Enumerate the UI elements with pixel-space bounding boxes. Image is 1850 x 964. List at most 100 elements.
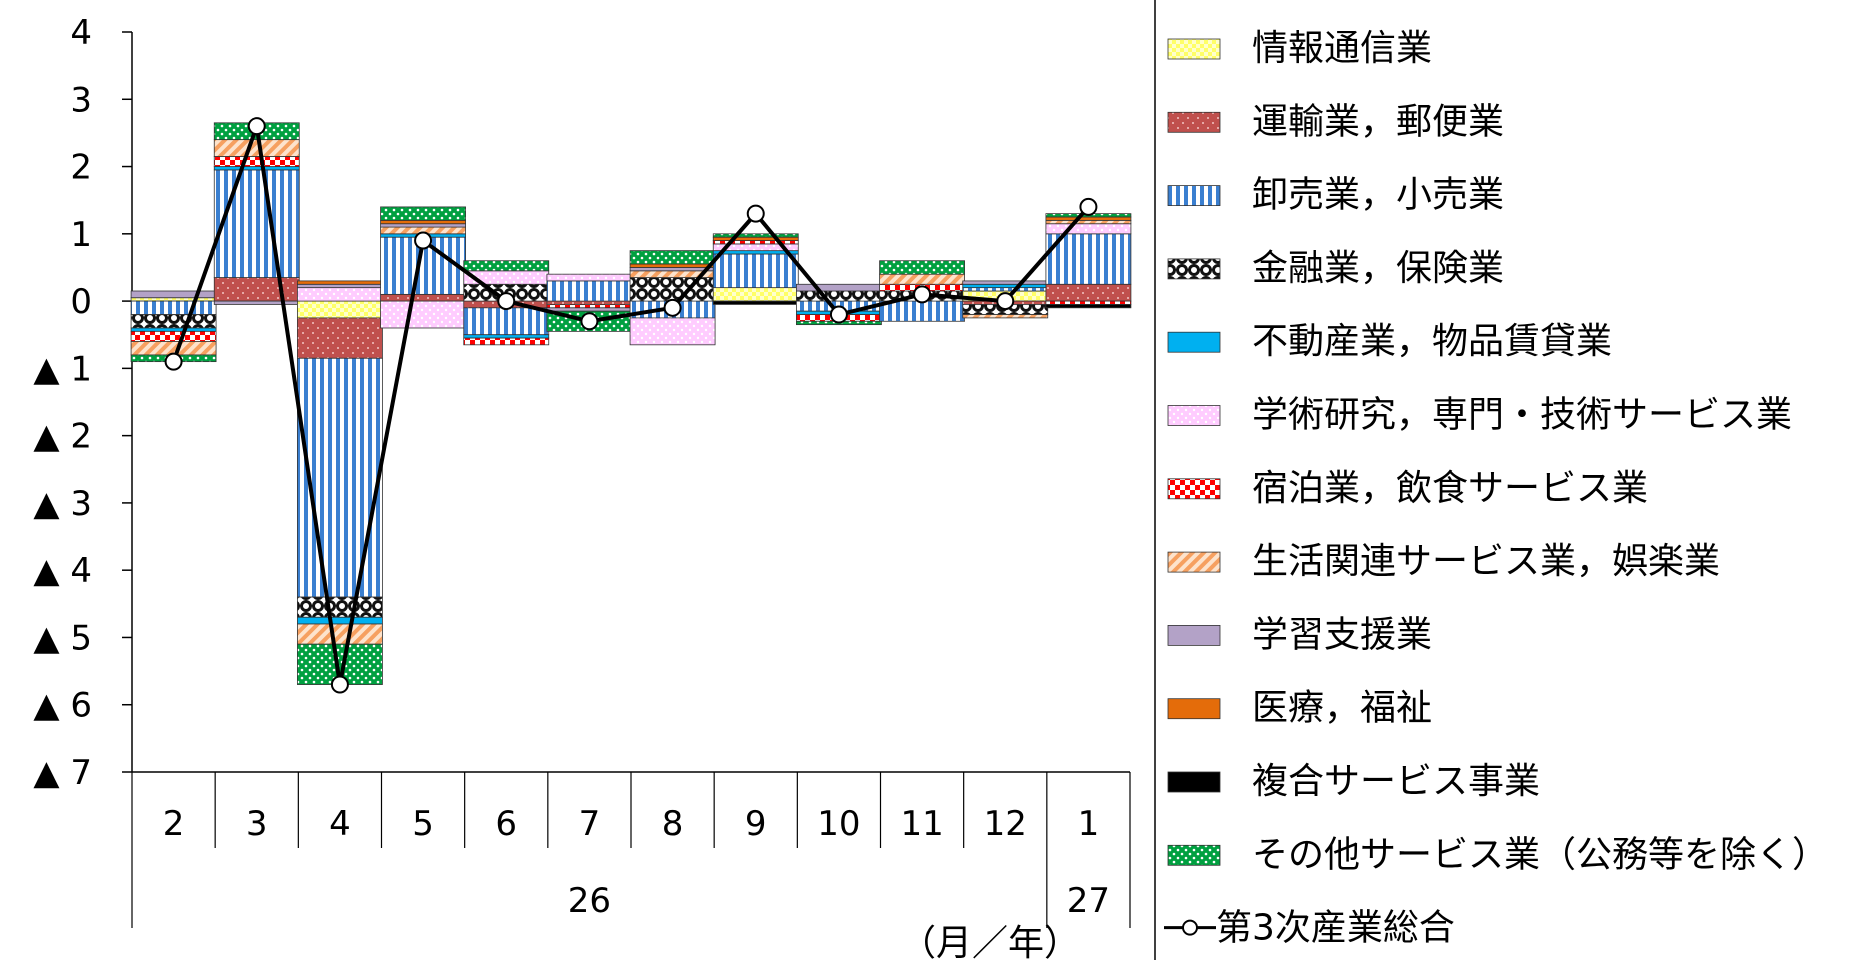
legend-swatch xyxy=(1167,185,1221,207)
line-point xyxy=(247,117,266,136)
bar-segment xyxy=(213,300,300,305)
line-series-path xyxy=(171,125,1090,685)
bar-segment xyxy=(546,304,633,309)
bar-segment xyxy=(962,280,1049,285)
line-point xyxy=(497,292,516,311)
line-point xyxy=(829,305,848,324)
x-tick-label: 1 xyxy=(1078,804,1100,844)
legend-swatch xyxy=(1167,38,1221,60)
legend-label: 複合サービス事業 xyxy=(1252,761,1540,802)
bar-segment xyxy=(629,263,716,268)
x-tick-label: 7 xyxy=(579,804,601,844)
y-tick-label: 0 xyxy=(70,282,92,322)
bar-segment xyxy=(463,337,550,346)
bar-segment xyxy=(297,357,383,598)
line-point xyxy=(1079,197,1098,216)
legend-swatch xyxy=(1167,551,1221,573)
legend-label: 第3次産業総合 xyxy=(1216,908,1455,949)
line-point xyxy=(580,312,599,331)
axes-layer: 4 3 2 1 0 ▲ 1 ▲ 2 ▲ 3 ▲ 4 ▲ 5 ▲ 6 ▲ 7 xyxy=(33,13,1130,793)
bar-segment xyxy=(962,283,1049,289)
legend-swatch xyxy=(1167,331,1221,353)
bar-segment xyxy=(297,317,383,359)
legend-label: 学習支援業 xyxy=(1252,614,1432,655)
bar-segment xyxy=(213,139,300,157)
bar-segment xyxy=(130,327,217,332)
bar-segment xyxy=(380,300,466,329)
x-tick-label: 9 xyxy=(745,804,767,844)
x-tick-label: 5 xyxy=(412,804,434,844)
bar-segment xyxy=(297,616,383,625)
bar-segment xyxy=(796,283,882,292)
y-tick-label: 4 xyxy=(70,13,92,53)
x-tick-label: 8 xyxy=(662,804,684,844)
bar-segment xyxy=(629,250,716,265)
legend-label: 生活関連サービス業，娯楽業 xyxy=(1252,541,1720,582)
legend-label: 情報通信業 xyxy=(1252,28,1432,69)
x-group-label: 27 xyxy=(1067,881,1110,921)
bar-segment xyxy=(463,260,550,272)
legend-swatch xyxy=(1167,478,1221,500)
y-tick-label: ▲ 7 xyxy=(33,753,92,793)
line-point xyxy=(746,204,765,223)
x-tick-label: 3 xyxy=(246,804,268,844)
bar-segment xyxy=(130,330,217,342)
bar-segment xyxy=(629,277,716,302)
bar-segment xyxy=(213,169,300,278)
x-tick-label: 12 xyxy=(984,804,1027,844)
bar-segment xyxy=(879,260,965,275)
bar-segment xyxy=(629,267,716,272)
bar-segment xyxy=(962,287,1049,292)
bar-segment xyxy=(213,166,300,171)
legend-swatch xyxy=(1167,771,1221,793)
y-tick-label: ▲ 5 xyxy=(33,618,92,658)
legend: 情報通信業運輸業，郵便業卸売業，小売業金融業，保険業不動産業，物品賃貸業学術研究… xyxy=(1154,0,1828,960)
line-point xyxy=(414,231,433,250)
bar-segment xyxy=(546,307,633,312)
y-tick-label: 2 xyxy=(70,148,92,188)
bar-segment xyxy=(130,314,217,329)
bar-segment xyxy=(463,334,550,339)
bar-segment xyxy=(712,240,799,245)
legend-line-marker xyxy=(1182,919,1198,936)
y-tick-label: 1 xyxy=(70,215,92,255)
line-point xyxy=(663,298,682,317)
x-axis-title: （月／年） xyxy=(900,923,1080,960)
line-layer xyxy=(164,117,1098,694)
bar-segment xyxy=(213,277,300,302)
x-tick-label: 6 xyxy=(495,804,517,844)
y-tick-label: ▲ 1 xyxy=(33,349,92,389)
x-tick-label: 11 xyxy=(900,804,943,844)
legend-label: 金融業，保険業 xyxy=(1252,248,1504,289)
legend-swatch xyxy=(1167,844,1221,866)
legend-label: 卸売業，小売業 xyxy=(1252,175,1504,216)
bar-segment xyxy=(712,236,799,241)
bar-segment xyxy=(380,223,466,228)
bar-segment xyxy=(1045,304,1132,309)
bar-segment xyxy=(712,233,799,238)
bar-segment xyxy=(1045,223,1132,235)
x-axis: 2 3 4 5 6 7 8 9 10 11 12 1 26 27（月／年） xyxy=(131,771,1131,964)
bars-layer xyxy=(130,122,1132,685)
bar-segment xyxy=(130,290,217,299)
line-point xyxy=(330,675,349,694)
x-tick-label: 4 xyxy=(329,804,351,844)
y-tick-label: 3 xyxy=(70,80,92,120)
bar-segment xyxy=(380,219,466,225)
bar-segment xyxy=(380,293,466,302)
bar-segment xyxy=(1045,283,1132,302)
bar-segment xyxy=(380,206,466,221)
line-point xyxy=(996,292,1015,311)
bar-segment xyxy=(1045,300,1132,305)
bar-segment xyxy=(297,280,383,285)
bar-segment xyxy=(546,280,633,302)
bar-segment xyxy=(546,300,633,305)
bar-segment xyxy=(130,300,217,315)
legend-swatch xyxy=(1167,405,1221,426)
bar-segment xyxy=(879,273,965,285)
y-tick-label: ▲ 4 xyxy=(33,551,92,591)
bar-segment xyxy=(1045,219,1132,225)
legend-label: 医療，福祉 xyxy=(1252,688,1432,729)
legend-swatch xyxy=(1167,698,1221,720)
legend-swatch xyxy=(1167,111,1221,133)
